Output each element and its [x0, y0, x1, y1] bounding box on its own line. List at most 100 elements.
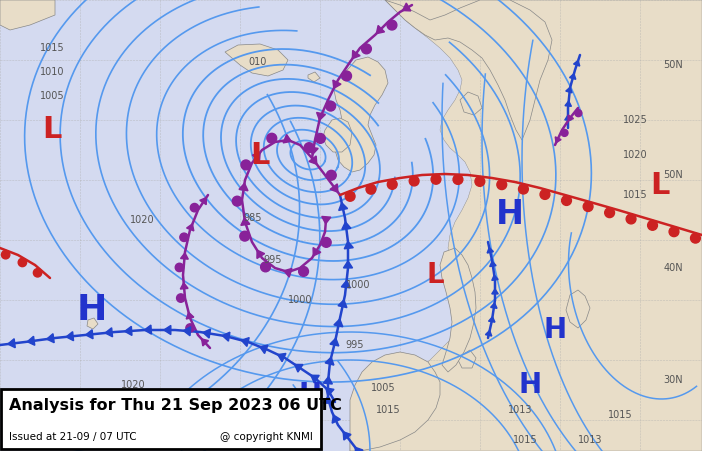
Polygon shape: [186, 312, 194, 319]
Polygon shape: [324, 377, 332, 384]
Polygon shape: [350, 0, 702, 451]
Polygon shape: [491, 289, 498, 294]
Circle shape: [1, 250, 10, 259]
Polygon shape: [86, 330, 93, 339]
Polygon shape: [566, 290, 590, 328]
Text: 1015: 1015: [623, 190, 647, 200]
Polygon shape: [183, 327, 191, 336]
Circle shape: [626, 214, 636, 224]
Circle shape: [34, 269, 42, 277]
Polygon shape: [352, 51, 360, 59]
Circle shape: [604, 208, 614, 217]
Text: 1005: 1005: [40, 91, 65, 101]
Circle shape: [453, 175, 463, 184]
Circle shape: [326, 101, 336, 111]
Text: 1020: 1020: [623, 150, 647, 160]
Circle shape: [562, 196, 571, 205]
Circle shape: [362, 44, 371, 54]
Polygon shape: [343, 432, 351, 440]
Circle shape: [409, 176, 419, 186]
Polygon shape: [180, 253, 188, 259]
Text: L: L: [42, 115, 62, 144]
Polygon shape: [440, 248, 476, 372]
Text: 985: 985: [244, 213, 263, 223]
Text: H: H: [122, 400, 147, 429]
Text: L: L: [650, 170, 670, 199]
Polygon shape: [46, 334, 54, 343]
Circle shape: [648, 221, 658, 230]
Polygon shape: [402, 3, 411, 11]
Polygon shape: [241, 338, 249, 346]
Polygon shape: [330, 184, 338, 192]
Polygon shape: [203, 329, 211, 338]
Polygon shape: [568, 115, 574, 121]
Text: H: H: [519, 371, 541, 399]
Circle shape: [240, 231, 250, 241]
Polygon shape: [125, 327, 132, 336]
Polygon shape: [241, 218, 250, 226]
Circle shape: [519, 184, 529, 194]
Polygon shape: [144, 325, 152, 334]
Polygon shape: [555, 137, 561, 143]
Polygon shape: [313, 248, 321, 256]
Polygon shape: [66, 331, 74, 341]
Text: 1015: 1015: [376, 405, 400, 415]
Polygon shape: [322, 216, 331, 224]
Circle shape: [431, 175, 441, 184]
Polygon shape: [334, 57, 388, 172]
Circle shape: [241, 160, 251, 170]
Polygon shape: [485, 331, 492, 336]
Polygon shape: [260, 345, 268, 354]
Polygon shape: [460, 278, 472, 295]
Circle shape: [315, 133, 325, 143]
Circle shape: [388, 179, 397, 189]
Polygon shape: [492, 275, 498, 281]
Polygon shape: [330, 338, 339, 346]
Text: 50N: 50N: [663, 170, 683, 180]
Circle shape: [475, 176, 485, 186]
Polygon shape: [252, 152, 260, 161]
Polygon shape: [105, 328, 112, 337]
Circle shape: [267, 133, 277, 143]
Polygon shape: [341, 281, 350, 288]
Polygon shape: [350, 352, 440, 451]
Circle shape: [326, 170, 336, 180]
Circle shape: [298, 267, 308, 276]
Polygon shape: [344, 241, 353, 249]
Text: 1015: 1015: [512, 435, 537, 445]
Polygon shape: [27, 336, 35, 345]
Circle shape: [691, 233, 701, 243]
Polygon shape: [0, 0, 55, 30]
Polygon shape: [283, 134, 291, 143]
Circle shape: [176, 263, 184, 272]
Polygon shape: [295, 364, 303, 372]
Text: 995: 995: [346, 340, 364, 350]
Circle shape: [497, 180, 507, 189]
Text: 1015: 1015: [40, 43, 65, 53]
Polygon shape: [201, 339, 208, 346]
Text: 50N: 50N: [663, 60, 683, 70]
Polygon shape: [342, 222, 351, 230]
Polygon shape: [490, 261, 496, 267]
Polygon shape: [338, 202, 347, 211]
Polygon shape: [317, 112, 326, 120]
Circle shape: [18, 258, 27, 267]
Polygon shape: [257, 250, 265, 258]
Text: 30N: 30N: [663, 375, 683, 385]
Polygon shape: [164, 326, 171, 335]
Text: 1020: 1020: [130, 215, 154, 225]
Polygon shape: [223, 332, 230, 341]
Polygon shape: [308, 72, 320, 82]
Polygon shape: [324, 396, 333, 403]
Text: 1000: 1000: [346, 280, 370, 290]
Polygon shape: [566, 87, 572, 93]
Polygon shape: [574, 60, 580, 66]
Circle shape: [232, 196, 242, 206]
Circle shape: [177, 294, 185, 302]
Circle shape: [583, 202, 593, 212]
Polygon shape: [284, 268, 292, 277]
Text: 1005: 1005: [371, 383, 395, 393]
Circle shape: [561, 129, 568, 136]
Polygon shape: [332, 415, 340, 423]
Text: 1013: 1013: [508, 405, 532, 415]
